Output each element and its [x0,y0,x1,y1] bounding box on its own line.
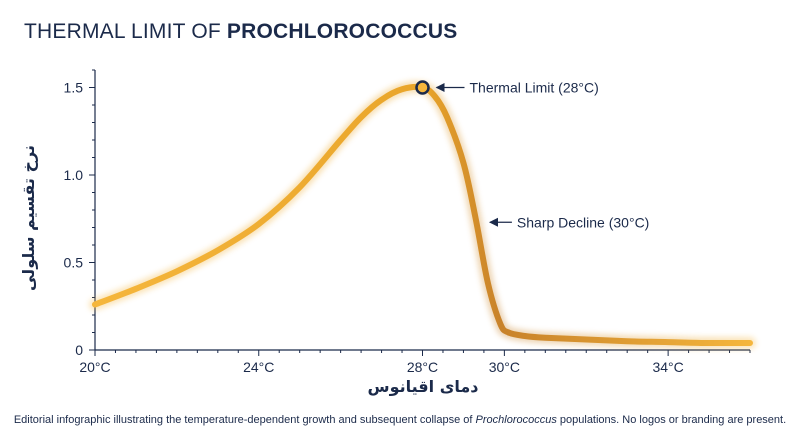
series-line-glow [89,80,756,350]
caption: Editorial infographic illustrating the t… [0,414,800,426]
x-tick-label: 24°C [243,359,274,375]
chart-title-bold: PROCHLOROCOCCUS [226,20,458,43]
x-tick-label: 34°C [652,359,683,375]
x-tick-label: 30°C [489,359,520,375]
x-tick-label: 20°C [79,359,110,375]
caption-before: Editorial infographic illustrating the t… [13,414,476,426]
x-axis-label: دمای اقیانوس [368,377,479,396]
y-axis: 0 0.5 1.0 1.5 [64,69,96,358]
annotation-layer: Thermal Limit (28°C) Sharp Decline (30°C) [415,80,649,230]
annotation-marker [415,80,430,95]
annotation-sharp-decline: Sharp Decline (30°C) [488,214,649,230]
chart-title: THERMAL LIMIT OF PROCHLOROCOCCUS [24,20,457,44]
y-axis-label: نرخ تقسیم سلولی [19,145,38,291]
x-tick-label: 28°C [407,359,438,375]
annotation-label: Thermal Limit (28°C) [470,80,599,96]
y-tick-label: 1.0 [64,167,84,183]
caption-species: Prochlorococcus [475,414,557,426]
y-tick-label: 0.5 [64,255,84,271]
y-tick-label: 1.5 [64,80,84,96]
x-axis: 20°C 24°C 28°C 30°C 34°C [79,349,751,375]
series-line [92,83,753,347]
annotation-thermal-limit: Thermal Limit (28°C) [415,80,599,96]
chart-title-regular: THERMAL LIMIT OF [24,20,227,43]
y-tick-label: 0 [75,342,83,358]
annotation-label: Sharp Decline (30°C) [517,214,649,230]
caption-after: populations. No logos or branding are pr… [556,414,787,426]
series-layer [89,80,756,350]
